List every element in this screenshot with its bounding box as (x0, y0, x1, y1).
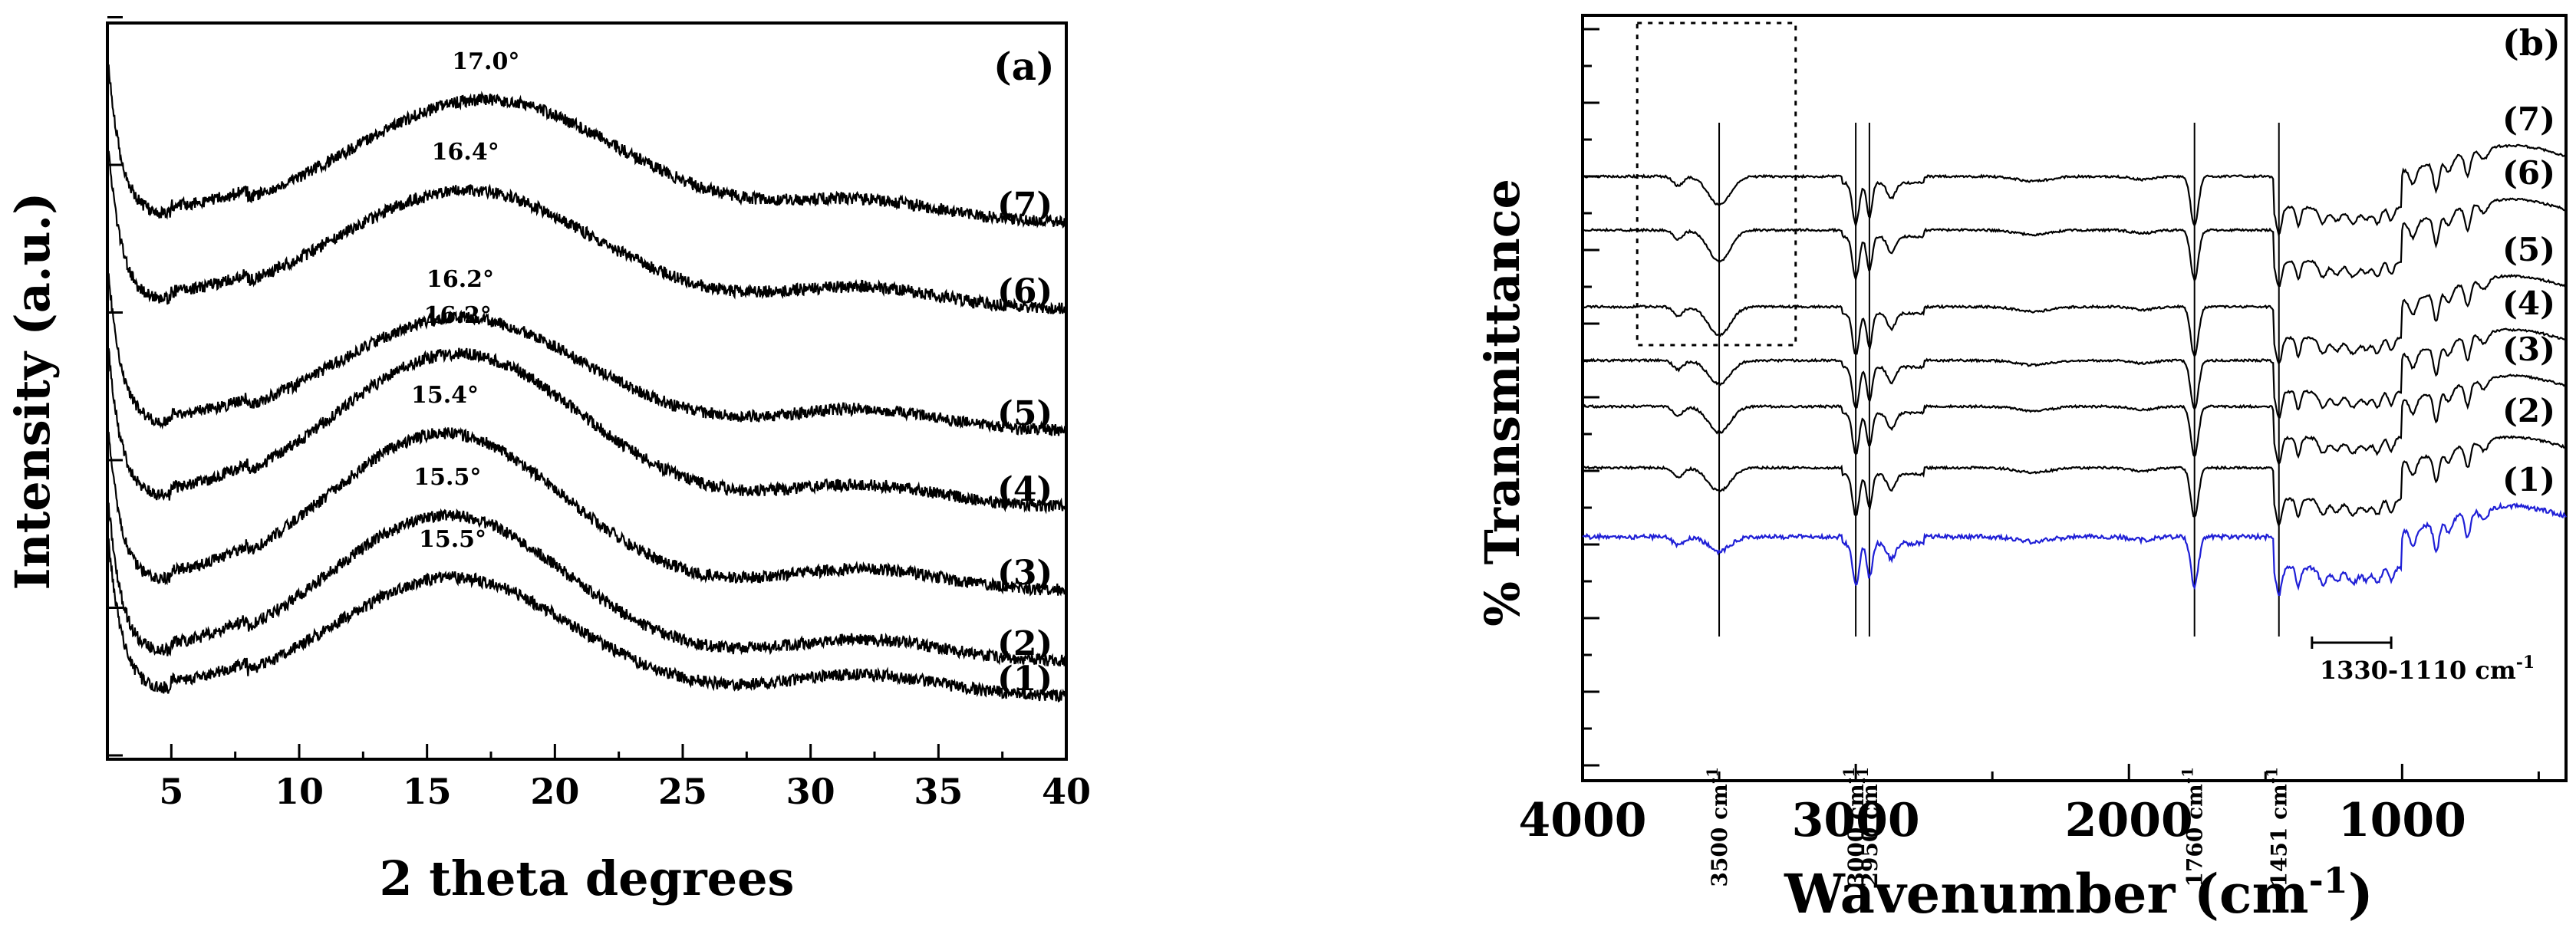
band-label: 3500 cm-1 (1703, 767, 1732, 887)
panel-b-xlabel: Wavenumber (cm-1) (1784, 860, 2373, 926)
panel-a-curves (107, 64, 1068, 703)
series-label: (2) (997, 624, 1052, 663)
band-label: 1451 cm-1 (2263, 767, 2292, 887)
x-tick-label: 35 (914, 771, 963, 812)
panel-a: 5 10 15 20 25 30 35 40 (1) 15.5° (2) 15.5° (3) 15.4°… (5, 16, 1091, 906)
ftir-curve-7 (1582, 143, 2567, 237)
xrd-curve-6 (107, 150, 1068, 316)
x-tick-label: 40 (1042, 771, 1091, 812)
ftir-curve-4 (1582, 327, 2567, 419)
x-tick-label: 4000 (1519, 794, 1647, 847)
peak-label: 16.2° (424, 302, 492, 329)
ftir-curve-6 (1582, 197, 2567, 288)
band-label: 2950 cm-1 (1853, 767, 1883, 887)
x-tick-label: 5 (159, 771, 183, 812)
band-marker-lines (1718, 123, 2280, 637)
peak-label: 17.0° (452, 48, 519, 75)
peak-label: 16.2° (427, 266, 494, 293)
x-tick-label: 2000 (2065, 794, 2193, 847)
xrd-curve-3 (107, 426, 1068, 597)
range-label: 1330-1110 cm-1 (2320, 653, 2535, 685)
x-tick-label: 10 (275, 771, 324, 812)
series-label: (7) (997, 186, 1052, 225)
xrd-curve-2 (107, 502, 1068, 667)
series-label: (5) (2502, 231, 2555, 268)
panel-b-ylabel: % Transmittance (1474, 179, 1530, 627)
x-tick-label: 25 (658, 771, 707, 812)
panel-b-label: (b) (2502, 22, 2561, 64)
panel-b: 4000 3000 2000 1000 (1) (2) (3) (4) (5) (6) (7) (b… (1474, 14, 2568, 926)
panel-b-curves (1582, 143, 2567, 597)
x-tick-label: 30 (786, 771, 835, 812)
highlight-box (1636, 21, 1797, 347)
series-label: (7) (2502, 100, 2555, 138)
ftir-curve-5 (1582, 273, 2567, 365)
series-label: (3) (2502, 331, 2555, 368)
series-label: (4) (997, 470, 1052, 509)
panel-a-labels: (1) 15.5° (2) 15.5° (3) 15.4° (4) 16.2° (5) 16.2°… (411, 48, 1052, 699)
panel-a-label: (a) (993, 44, 1055, 89)
series-label: (6) (2502, 154, 2555, 192)
x-tick-label: 1000 (2338, 794, 2466, 847)
xrd-curve-4 (107, 347, 1068, 515)
series-label: (3) (997, 554, 1052, 593)
xrd-curve-5 (107, 273, 1068, 436)
panel-a-frame (106, 21, 1068, 761)
panel-b-ticks: 4000 3000 2000 1000 (1519, 28, 2540, 847)
band-label: 1760 cm-1 (2179, 767, 2208, 887)
peak-label: 15.4° (411, 382, 479, 409)
series-label: (1) (2502, 461, 2555, 498)
series-label: (1) (997, 660, 1052, 699)
series-label: (4) (2502, 285, 2555, 322)
series-label: (5) (997, 394, 1052, 433)
band-label: 3000 cm-1 (1840, 767, 1869, 887)
ftir-curve-1 (1582, 502, 2567, 597)
ftir-curve-2 (1582, 435, 2567, 528)
x-tick-label: 15 (403, 771, 452, 812)
x-tick-label: 20 (530, 771, 579, 812)
xrd-curve-1 (107, 538, 1067, 703)
panel-a-xlabel: 2 theta degrees (380, 850, 795, 906)
panel-a-ticks: 5 10 15 20 25 30 35 40 (106, 16, 1091, 812)
panel-b-labels: (1) (2) (3) (4) (5) (6) (7) (b) (2502, 22, 2561, 498)
xrd-curve-7 (107, 64, 1068, 229)
series-label: (2) (2502, 392, 2555, 429)
series-label: (6) (997, 272, 1052, 311)
peak-label: 15.5° (413, 464, 481, 491)
peak-label: 15.5° (419, 526, 486, 553)
ftir-curve-3 (1582, 373, 2567, 466)
x-tick-label: 3000 (1792, 794, 1920, 847)
peak-label: 16.4° (432, 139, 499, 166)
panel-a-ylabel: Intensity (a.u.) (5, 192, 61, 590)
